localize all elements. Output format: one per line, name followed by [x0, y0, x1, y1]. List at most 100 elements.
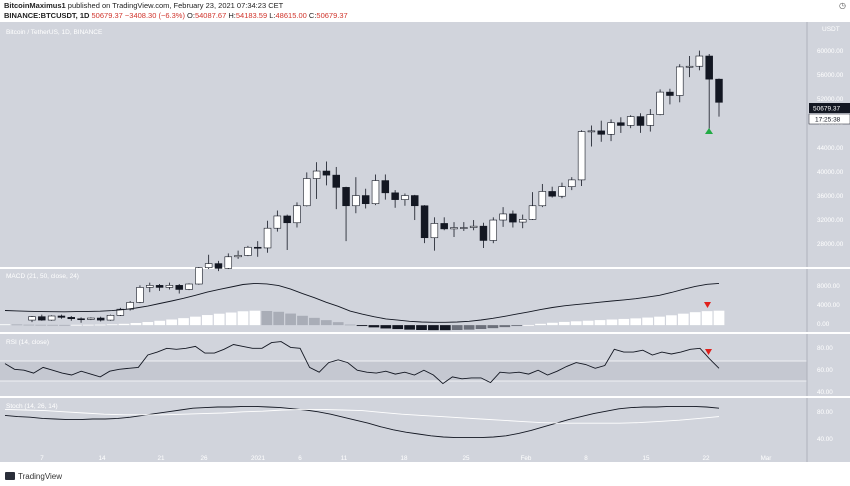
candle-down	[96, 317, 105, 321]
candle-up	[568, 179, 576, 187]
candle-down	[253, 246, 262, 249]
macd-tick: 4000.00	[817, 302, 840, 309]
time-label: 6	[298, 455, 302, 462]
macd-bar	[535, 323, 546, 326]
candle-down	[361, 195, 370, 205]
candle-down	[420, 205, 429, 239]
candle-down	[332, 174, 340, 188]
candle-up	[558, 186, 566, 197]
macd-bar	[570, 321, 582, 326]
macd-bar	[439, 325, 451, 331]
macd-bar	[630, 318, 642, 326]
macd-bar	[35, 324, 47, 326]
candle-up	[685, 65, 694, 68]
candle-up	[87, 317, 95, 320]
price-tick: 36000.00	[817, 193, 844, 200]
candle-up	[165, 285, 174, 288]
macd-bar	[368, 325, 380, 328]
candle-up	[293, 205, 301, 224]
time-label: 26	[200, 455, 208, 462]
macd-bar	[594, 320, 606, 326]
candle-down	[214, 263, 223, 269]
main-pane-bg	[0, 22, 807, 267]
macd-bar	[356, 325, 368, 327]
macd-pane-title: MACD (21, 50, close, 24)	[6, 273, 79, 280]
rsi-down-arrow-icon	[705, 349, 712, 355]
ohlc-line: BINANCE:BTCUSDT, 1D 50679.37 −3408.30 (−…	[4, 11, 348, 20]
macd-bar	[428, 325, 439, 331]
macd-bar	[261, 310, 273, 326]
candle-up	[626, 116, 635, 126]
candle-down	[411, 195, 419, 207]
stoch-tick: 40.00	[817, 436, 833, 443]
candle-up	[234, 255, 242, 258]
macd-bar	[332, 322, 344, 326]
macd-bar	[249, 310, 261, 326]
candle-down	[617, 122, 625, 126]
chart-svg[interactable]: Bitcoin / TetherUS, 1D, BINANCE USDT MAC…	[0, 22, 850, 462]
countdown-label: 17:25:38	[815, 117, 841, 124]
macd-bar	[142, 322, 154, 326]
candle-up	[352, 195, 360, 207]
candle-up	[371, 180, 380, 205]
candle-down	[715, 78, 723, 103]
rsi-pane-title: RSI (14, close)	[6, 339, 49, 346]
candle-down	[283, 215, 291, 224]
up-arrow-icon	[705, 128, 713, 134]
macd-bar	[309, 317, 320, 326]
last-price-tag	[809, 103, 850, 113]
tradingview-logo-icon	[5, 472, 15, 480]
time-label: 21	[157, 455, 165, 462]
macd-bar	[47, 324, 58, 326]
clock-icon[interactable]: ◷	[839, 1, 846, 10]
time-label: 18	[400, 455, 408, 462]
rsi-line	[4, 341, 720, 385]
candle-down	[381, 180, 390, 194]
candle-down	[705, 55, 713, 80]
candle-down	[342, 187, 350, 207]
stoch-tick: 80.00	[817, 409, 833, 416]
tradingview-logo[interactable]: TradingView	[5, 472, 62, 481]
high-label: H:	[228, 11, 236, 20]
macd-bar	[273, 311, 285, 326]
macd-bar	[130, 323, 142, 326]
macd-bar	[558, 321, 570, 326]
stoch-d-line	[4, 408, 720, 424]
price-change: −3408.30 (−6.3%)	[124, 11, 185, 20]
last-price-label: 50679.37	[813, 106, 840, 113]
candle-up	[695, 55, 704, 67]
candle-up	[489, 219, 498, 241]
candle-up	[244, 246, 252, 256]
macd-bar	[475, 325, 487, 330]
time-label: 11	[341, 455, 348, 462]
macd-tick: 8000.00	[817, 283, 840, 290]
time-label: Feb	[521, 455, 532, 462]
candle-down	[597, 130, 605, 135]
price-axis[interactable]	[807, 22, 850, 462]
stoch-pane-bg	[0, 398, 807, 452]
macd-bar	[166, 319, 177, 326]
last-price: 50679.37	[91, 11, 123, 20]
macd-bar	[225, 312, 237, 326]
price-tick: 32000.00	[817, 217, 844, 224]
candle-up	[430, 223, 439, 239]
macd-tick: 0.00	[817, 321, 830, 328]
chart-area[interactable]: Bitcoin / TetherUS, 1D, BINANCE USDT MAC…	[0, 22, 850, 462]
macd-bar	[201, 315, 213, 326]
time-label: 2021	[251, 455, 266, 462]
candle-up	[577, 131, 586, 181]
candle-up	[450, 227, 458, 230]
open-value: 54087.67	[194, 11, 227, 20]
candle-up	[312, 170, 321, 179]
rsi-tick: 60.00	[817, 367, 833, 374]
publish-line: BitcoinMaximus1 published on TradingView…	[4, 1, 283, 10]
author-name[interactable]: BitcoinMaximus1	[4, 1, 66, 10]
candle-up	[106, 315, 115, 321]
price-tick: 28000.00	[817, 241, 844, 248]
macd-down-arrow-icon	[704, 302, 711, 308]
macd-bar	[190, 316, 201, 326]
brand-label: TradingView	[18, 472, 63, 481]
candle-down	[548, 191, 556, 197]
macd-bar	[606, 319, 618, 326]
macd-bar	[154, 320, 166, 326]
